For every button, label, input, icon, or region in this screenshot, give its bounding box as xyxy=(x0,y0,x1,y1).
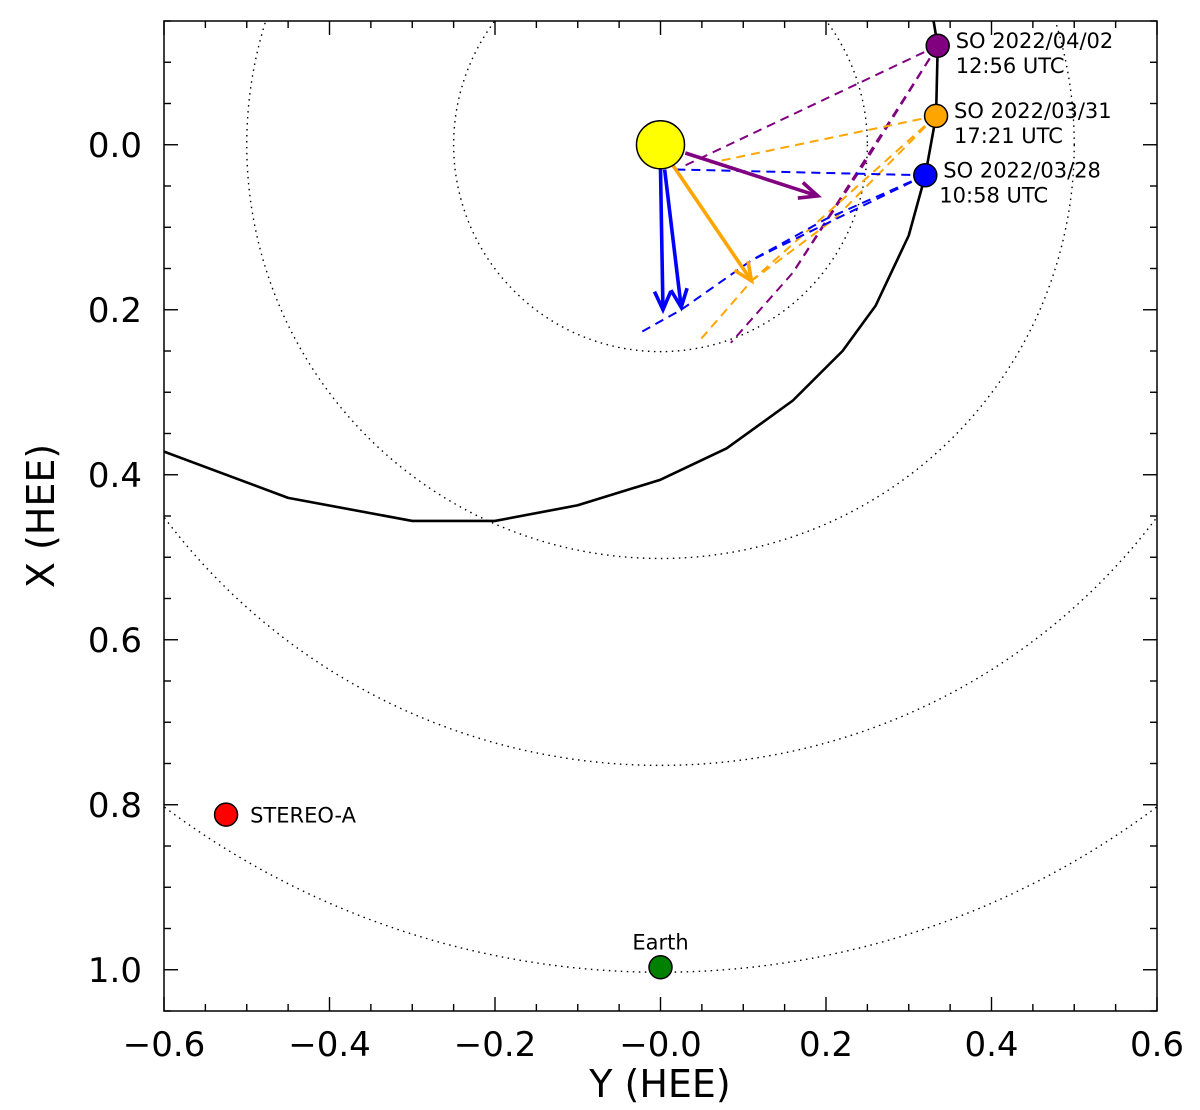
arrow-shaft xyxy=(658,169,665,310)
connecting-line xyxy=(709,114,937,164)
arrow-head xyxy=(669,287,689,312)
y-tick-label: 0.4 xyxy=(88,456,142,496)
body-label: SO 2022/03/31 xyxy=(954,99,1112,123)
y-tick-label: 0.2 xyxy=(88,291,142,331)
connecting-line xyxy=(677,168,926,177)
body-marker xyxy=(923,103,949,129)
body-marker xyxy=(913,163,938,188)
connecting-line xyxy=(730,45,939,344)
y-tick-label: 0.0 xyxy=(88,126,142,166)
body-label: Earth xyxy=(632,930,688,954)
x-tick-label: −0.6 xyxy=(123,1025,206,1065)
arrow-head xyxy=(797,181,822,200)
connecting-lines xyxy=(639,44,939,344)
arrow-head xyxy=(652,290,673,315)
arrow-shaft xyxy=(662,169,683,308)
body-marker xyxy=(925,33,950,58)
sun-marker xyxy=(635,120,686,170)
x-tick-label: −0.0 xyxy=(619,1025,702,1065)
connecting-line xyxy=(750,115,937,282)
axis-ticks xyxy=(163,20,1158,1012)
body-label: SO 2022/03/28 xyxy=(943,158,1101,182)
connecting-line xyxy=(639,174,926,334)
arrow-shaft xyxy=(684,151,819,198)
reference-circles xyxy=(164,21,1157,973)
arrow-shaft xyxy=(671,164,754,282)
spiral-line xyxy=(164,21,940,523)
x-axis-label: Y (HEE) xyxy=(588,1062,731,1106)
x-tick-label: 0.6 xyxy=(1130,1025,1184,1065)
body-label-time: 12:56 UTC xyxy=(956,54,1065,78)
tick-labels: −0.6 −0.4 −0.2 −0.0 0.2 0.4 0.6 0.0 0.2 0.4 0.6 0.8… xyxy=(88,126,1184,1065)
connecting-line xyxy=(751,174,926,262)
body-label: SO 2022/04/02 xyxy=(956,29,1114,53)
connecting-line xyxy=(684,44,939,167)
reference-circle xyxy=(246,21,1075,560)
body-label-time: 10:58 UTC xyxy=(939,183,1048,207)
body-marker xyxy=(213,802,239,827)
reference-circle xyxy=(452,21,869,353)
x-tick-label: −0.4 xyxy=(288,1025,371,1065)
body-marker xyxy=(648,955,673,980)
arrow-head xyxy=(733,260,755,285)
body-markers xyxy=(213,33,950,980)
y-axis-label: X (HEE) xyxy=(19,444,63,588)
connecting-line xyxy=(792,45,939,274)
y-tick-label: 1.0 xyxy=(88,951,142,991)
direction-arrows xyxy=(652,151,822,315)
x-tick-label: 0.4 xyxy=(964,1025,1018,1065)
x-tick-label: 0.2 xyxy=(799,1025,853,1065)
y-tick-label: 0.6 xyxy=(88,621,142,661)
body-label-time: 17:21 UTC xyxy=(954,124,1063,148)
spiral-field-line xyxy=(164,21,940,523)
y-tick-label: 0.8 xyxy=(88,786,142,826)
body-label: STEREO-A xyxy=(250,804,357,828)
x-tick-label: −0.2 xyxy=(454,1025,537,1065)
